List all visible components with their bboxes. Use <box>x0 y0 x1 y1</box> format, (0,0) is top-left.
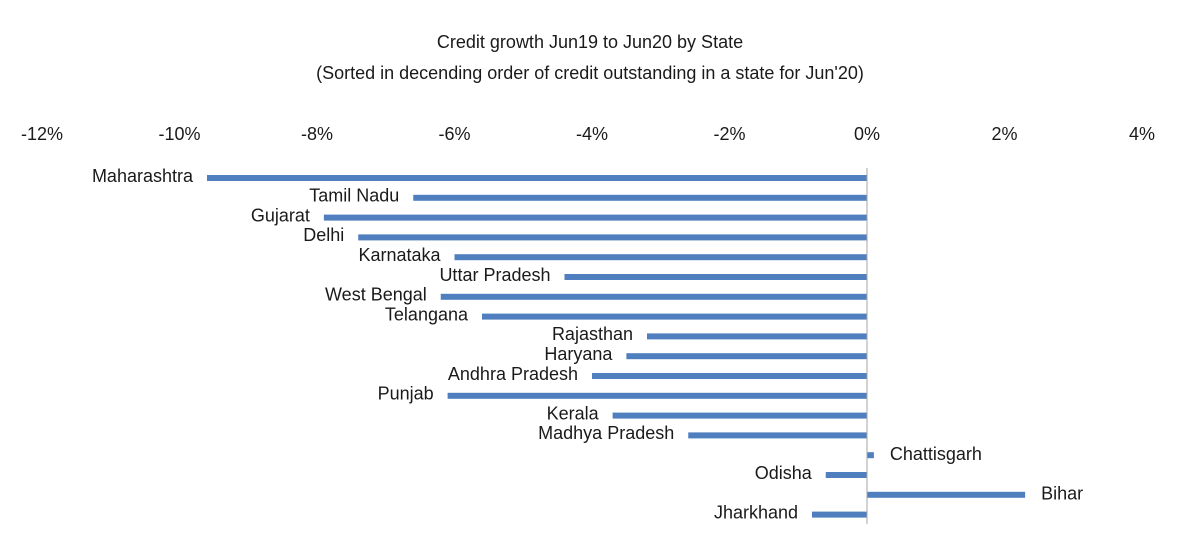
category-label: Kerala <box>547 403 600 423</box>
x-tick-label: -6% <box>438 124 470 144</box>
category-label: Telangana <box>385 304 469 324</box>
x-tick-label: -4% <box>576 124 608 144</box>
bar <box>612 412 867 419</box>
category-label: Madhya Pradesh <box>538 423 674 443</box>
bar <box>323 214 867 221</box>
category-label: Delhi <box>303 225 344 245</box>
bar <box>867 491 1026 498</box>
category-label: Chattisgarh <box>890 444 982 464</box>
bar <box>482 313 867 320</box>
x-tick-label: 0% <box>854 124 880 144</box>
bar <box>647 333 867 340</box>
x-tick-label: -8% <box>301 124 333 144</box>
category-label: Karnataka <box>358 245 441 265</box>
category-label: Rajasthan <box>552 324 633 344</box>
category-label: Gujarat <box>251 205 310 225</box>
bar <box>688 432 867 439</box>
x-tick-label: -12% <box>21 124 63 144</box>
category-label: Odisha <box>755 463 813 483</box>
chart-title: Credit growth Jun19 to Jun20 by State <box>437 32 743 52</box>
bar <box>413 194 867 201</box>
chart-subtitle: (Sorted in decending order of credit out… <box>316 63 864 83</box>
bar <box>207 175 867 181</box>
x-tick-label: -2% <box>713 124 745 144</box>
bar <box>447 392 867 399</box>
bar <box>592 373 867 379</box>
category-label: Maharashtra <box>92 166 194 186</box>
category-label: Jharkhand <box>714 502 798 522</box>
x-tick-label: 4% <box>1129 124 1155 144</box>
category-label: Haryana <box>544 344 613 364</box>
bar <box>626 353 867 360</box>
bar <box>564 274 867 280</box>
category-label: Uttar Pradesh <box>439 265 550 285</box>
x-tick-label: 2% <box>991 124 1017 144</box>
bar <box>440 293 867 300</box>
bar <box>358 234 867 241</box>
category-label: West Bengal <box>325 285 427 305</box>
x-tick-label: -10% <box>158 124 200 144</box>
bar <box>812 511 867 518</box>
category-label: Tamil Nadu <box>309 186 399 206</box>
bar <box>825 472 867 478</box>
category-label: Andhra Pradesh <box>448 364 578 384</box>
bar <box>454 254 867 261</box>
category-label: Punjab <box>378 384 434 404</box>
category-label: Bihar <box>1041 484 1083 504</box>
bar <box>867 452 874 459</box>
